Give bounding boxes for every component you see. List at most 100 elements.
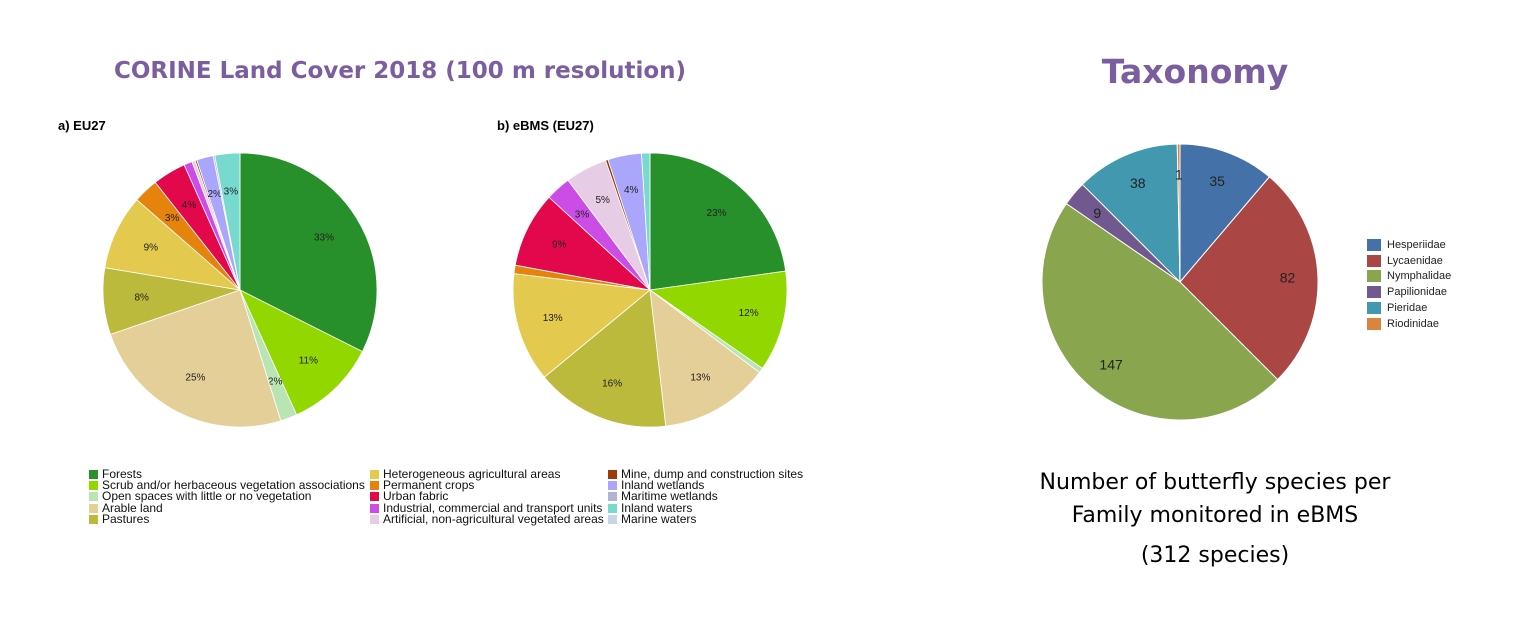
legend-label: Nymphalidae	[1387, 270, 1452, 283]
pie-label-pastures: 8%	[134, 293, 149, 304]
legend-swatch	[370, 492, 379, 502]
pie-a-title: a) EU27	[58, 118, 106, 133]
legend-item-inland-waters: Inland waters	[608, 500, 803, 515]
legend-label: Hesperiidae	[1387, 238, 1446, 251]
pie-slice-scrub-and-or-herbaceous-vegetation-associations	[239, 289, 363, 416]
legend-label: Mine, dump and construction sites	[621, 467, 804, 481]
pie-chart-taxonomy: 35 82 147 9 38 1	[1041, 143, 1319, 421]
legend-label: Permanent crops	[383, 478, 475, 493]
taxonomy-title: Taxonomy	[1101, 52, 1289, 91]
caption-line-3: (312 species)	[1140, 543, 1290, 568]
legend-label: Marine waters	[621, 511, 697, 526]
legend-swatch	[1367, 302, 1381, 315]
pie-slice-forests	[649, 152, 787, 291]
pie-slice-arable-land	[109, 289, 282, 428]
legend-label: Industrial, commercial and transport uni…	[383, 500, 603, 515]
legend-swatch	[370, 470, 379, 480]
pie-label-forests: 33%	[314, 233, 334, 244]
landcover-legend-col-2: Heterogeneous agricultural areas Permanen…	[370, 467, 604, 526]
legend-swatch	[608, 481, 617, 491]
legend-swatch	[370, 503, 379, 513]
pie-label-scrub-and-or-herbaceous-vegetation-associations: 12%	[739, 308, 759, 319]
pie-label-riodinidae: 1	[1175, 166, 1183, 182]
pie-slice-hesperiidae	[1179, 143, 1271, 284]
pie-slice-scrub-and-or-herbaceous-vegetation-associations	[648, 270, 788, 369]
pie-label-permanent-crops: 3%	[165, 213, 180, 224]
legend-label: Scrub and/or herbaceous vegetation assoc…	[102, 478, 365, 493]
tax-legend-item-riodinidae: Riodinidae	[1367, 316, 1451, 332]
legend-label: Inland waters	[621, 500, 693, 515]
pie-label-heterogeneous-agricultural-areas: 9%	[144, 242, 159, 253]
legend-item-industrial-commercial-and-transport-units: Industrial, commercial and transport uni…	[370, 500, 604, 515]
landcover-legend-col-3: Mine, dump and construction sites Inland …	[608, 467, 804, 526]
pie-label-nymphalidae: 147	[1099, 357, 1123, 373]
legend-item-arable-land: Arable land	[89, 500, 365, 515]
caption-line-2: Family monitored in eBMS	[1071, 503, 1359, 528]
legend-swatch	[608, 470, 617, 480]
pie-label-pastures: 16%	[602, 379, 622, 390]
legend-item-artificial-non-agricultural-vegetated-areas: Artificial, non-agricultural vegetated a…	[370, 511, 604, 526]
legend-item-mine-dump-and-construction-sites: Mine, dump and construction sites	[608, 467, 804, 481]
legend-item-inland-wetlands: Inland wetlands	[608, 478, 803, 493]
pie-label-arable-land: 13%	[690, 372, 710, 383]
pie-slice-heterogeneous-agricultural-areas	[512, 273, 651, 378]
pie-label-hesperiidae: 35	[1209, 173, 1225, 189]
legend-item-pastures: Pastures	[89, 511, 365, 526]
legend-item-forests: Forests	[89, 467, 365, 481]
legend-label: Lycaenidae	[1387, 254, 1443, 267]
legend-label: Open spaces with little or no vegetation	[102, 489, 312, 504]
legend-swatch	[1367, 317, 1381, 330]
pie-label-open-spaces-with-little-or-no-vegetation: 2%	[268, 377, 283, 388]
pie-chart-ebms: 23% 12% 13% 16% 13% 9% 3% 5% 4%	[512, 152, 788, 428]
pie-slice-forests	[239, 152, 378, 353]
pie-slice-riodinidae	[1176, 143, 1181, 283]
legend-item-permanent-crops: Permanent crops	[370, 478, 604, 493]
pie-label-arable-land: 25%	[185, 372, 205, 383]
pie-label-heterogeneous-agricultural-areas: 13%	[543, 313, 563, 324]
legend-item-open-spaces-with-little-or-no-vegetation: Open spaces with little or no vegetation	[89, 489, 365, 504]
landcover-legend-col-1: Forests Scrub and/or herbaceous vegetatio…	[89, 467, 365, 526]
taxonomy-legend: Hesperiidae Lycaenidae Nymphalidae Papilion…	[1367, 237, 1451, 332]
legend-swatch	[608, 503, 617, 513]
pie-chart-eu27: 33%11%2%25%8%9%3%4%2% 3%	[102, 152, 378, 428]
legend-label: Pastures	[102, 511, 150, 526]
legend-label: Urban fabric	[383, 489, 449, 504]
legend-swatch	[370, 514, 379, 524]
pie-label-scrub-and-or-herbaceous-vegetation-associations: 11%	[299, 356, 318, 367]
legend-label: Riodinidae	[1387, 317, 1439, 330]
legend-swatch	[89, 481, 98, 491]
legend-label: Inland wetlands	[621, 478, 705, 493]
legend-swatch	[1367, 238, 1381, 251]
pie-label-inland-waters: 3%	[224, 186, 239, 197]
pie-label-papilionidae: 9	[1093, 205, 1101, 221]
pie-label-forests: 23%	[707, 208, 727, 219]
pie-b-title: b) eBMS (EU27)	[497, 118, 594, 133]
legend-swatch	[89, 470, 98, 480]
legend-label: Arable land	[102, 500, 163, 515]
legend-label: Heterogeneous agricultural areas	[383, 467, 561, 481]
legend-label: Maritime wetlands	[621, 489, 718, 504]
legend-item-marine-waters: Marine waters	[608, 511, 803, 526]
corine-title: CORINE Land Cover 2018 (100 m resolution…	[113, 58, 687, 84]
pie-slice-inland-waters	[214, 152, 241, 291]
pie-slice-inland-waters	[641, 152, 651, 291]
pie-slice-pieridae	[1081, 143, 1181, 284]
pie-label-lycaenidae: 82	[1280, 270, 1296, 286]
legend-label: Forests	[102, 467, 143, 481]
legend-item-maritime-wetlands: Maritime wetlands	[608, 489, 803, 504]
legend-item-urban-fabric: Urban fabric	[370, 489, 604, 504]
tax-legend-item-nymphalidae: Nymphalidae	[1367, 269, 1451, 285]
pie-slice-arable-land	[649, 289, 760, 427]
legend-swatch	[608, 492, 617, 502]
legend-swatch	[370, 481, 379, 491]
legend-label: Artificial, non-agricultural vegetated a…	[383, 511, 604, 526]
pie-slice-lycaenidae	[1179, 176, 1319, 381]
legend-swatch	[608, 514, 617, 524]
legend-swatch	[1367, 254, 1381, 267]
tax-legend-item-hesperiidae: Hesperiidae	[1367, 237, 1451, 253]
pie-label-pieridae: 38	[1130, 175, 1146, 191]
pie-label-inland-wetlands: 4%	[624, 185, 639, 196]
legend-swatch	[1367, 286, 1381, 299]
pie-label-industrial-commercial-and-transport-units: 3%	[575, 209, 590, 220]
legend-swatch	[1367, 270, 1381, 283]
